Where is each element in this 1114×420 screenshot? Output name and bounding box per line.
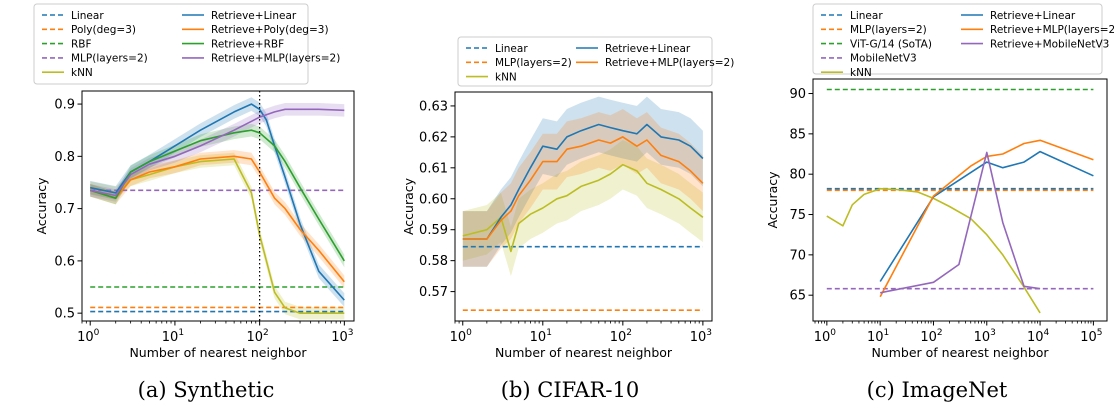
y-tick-label: 0.7 — [54, 202, 75, 217]
y-tick-label: 0.58 — [419, 254, 448, 269]
chart-2: 100 101 102 103 0.57 0.58 0.59 0.60 0.61 0.62 0.63… — [401, 36, 734, 360]
y-tick-label: 0.63 — [419, 99, 448, 114]
series-line-7 — [880, 151, 1041, 294]
plot-area — [826, 88, 1094, 314]
x-tick-label: 101 — [162, 328, 184, 345]
y-tick-label: 0.60 — [419, 192, 448, 207]
series-line-4 — [462, 136, 704, 240]
x-tick-label: 101 — [867, 328, 889, 345]
chart-3: 100 101 102 103 104 105 65 70 75 80 85 90 Number of … — [765, 3, 1114, 360]
series-band-3 — [462, 96, 703, 267]
series-line-6 — [879, 139, 1094, 298]
y-tick-label: 70 — [789, 248, 806, 263]
legend-label: MLP(layers=2) — [495, 57, 572, 69]
legend-box — [812, 3, 1103, 75]
legend: Linear MLP(layers=2) ViT-G/14 (SoTA) Mobile… — [812, 3, 1114, 79]
caption-cifar10: (b) CIFAR-10 — [500, 378, 640, 402]
legend: Linear MLP(layers=2) kNN Retrieve+Linear Ret… — [457, 36, 734, 87]
legend-label: kNN — [495, 71, 517, 83]
x-tick-label: 100 — [814, 328, 837, 345]
y-tick-label: 0.62 — [419, 130, 448, 145]
legend-label: RBF — [71, 38, 92, 50]
plot-area — [462, 96, 704, 312]
legend-label: kNN — [850, 67, 872, 79]
legend-label: MobileNetV3 — [850, 53, 917, 65]
y-tick-label: 75 — [789, 208, 806, 223]
y-tick-label: 0.5 — [54, 307, 75, 322]
legend-label: Retrieve+RBF — [211, 38, 284, 50]
y-tick-label: 0.57 — [419, 285, 448, 300]
series-band-2 — [462, 140, 703, 277]
legend-label: kNN — [71, 67, 93, 79]
y-tick-label: 0.8 — [54, 150, 75, 165]
x-axis-label: Number of nearest neighbor — [129, 345, 307, 360]
legend-label: MLP(layers=2) — [850, 24, 927, 36]
x-tick-label: 101 — [530, 328, 552, 345]
plot-area — [89, 97, 345, 320]
series-line-7 — [89, 155, 345, 283]
legend-box — [33, 3, 309, 85]
axes-frame — [812, 78, 1108, 322]
x-tick-label: 100 — [450, 328, 473, 345]
legend: Linear Poly(deg=3) RBF MLP(layers=2) kNN Retr… — [33, 3, 340, 85]
caption-synthetic: (a) Synthetic — [137, 378, 275, 402]
caption-imagenet: (c) ImageNet — [866, 378, 1008, 402]
series-line-3 — [462, 123, 704, 240]
y-axis-label: Accuracy — [34, 177, 49, 235]
x-tick-label: 102 — [920, 328, 942, 345]
x-tick-label: 103 — [974, 328, 996, 345]
series-line-5 — [879, 150, 1094, 282]
series-line-4 — [826, 187, 1041, 314]
axes-frame — [81, 90, 355, 322]
x-tick-label: 103 — [690, 328, 712, 345]
axes-frame — [454, 91, 713, 322]
legend-label: Poly(deg=3) — [71, 24, 136, 36]
y-tick-label: 0.6 — [54, 254, 75, 269]
legend-label: Retrieve+MLP(layers=2) — [605, 57, 734, 69]
x-tick-label: 102 — [610, 328, 632, 345]
chart-1: 100 101 102 103 0.5 0.6 0.7 0.8 0.9 Number of nea… — [33, 3, 355, 360]
legend-label: Retrieve+Linear — [990, 10, 1076, 22]
x-axis-label: Number of nearest neighbor — [495, 345, 673, 360]
y-tick-label: 85 — [789, 127, 806, 142]
series-line-8 — [89, 129, 345, 262]
y-tick-label: 0.59 — [419, 223, 448, 238]
legend-label: Retrieve+Linear — [211, 10, 297, 22]
legend-label: Retrieve+Poly(deg=3) — [211, 24, 329, 36]
x-tick-label: 103 — [331, 328, 353, 345]
y-tick-label: 0.61 — [419, 161, 448, 176]
y-axis-label: Accuracy — [401, 177, 416, 235]
y-tick-label: 90 — [789, 87, 806, 102]
legend-label: Retrieve+MLP(layers=2) — [990, 24, 1114, 36]
x-tick-label: 104 — [1027, 328, 1050, 345]
legend-label: ViT-G/14 (SoTA) — [850, 38, 932, 50]
legend-label: Retrieve+MobileNetV3 — [990, 38, 1109, 50]
series-line-2 — [462, 163, 704, 253]
x-tick-label: 105 — [1080, 328, 1102, 345]
y-axis-label: Accuracy — [765, 171, 780, 229]
legend-label: Linear — [71, 10, 104, 22]
series-line-9 — [90, 108, 345, 197]
y-tick-label: 65 — [789, 289, 806, 304]
legend-label: MLP(layers=2) — [71, 53, 148, 65]
legend-label: Retrieve+Linear — [605, 43, 691, 55]
x-tick-label: 102 — [246, 328, 268, 345]
legend-label: Linear — [850, 10, 883, 22]
series-band-4 — [462, 109, 703, 267]
x-axis-label: Number of nearest neighbor — [871, 345, 1049, 360]
y-tick-label: 0.9 — [54, 98, 75, 113]
y-tick-label: 80 — [789, 168, 806, 183]
x-tick-label: 100 — [77, 328, 100, 345]
legend-label: Linear — [495, 43, 528, 55]
legend-label: Retrieve+MLP(layers=2) — [211, 53, 340, 65]
